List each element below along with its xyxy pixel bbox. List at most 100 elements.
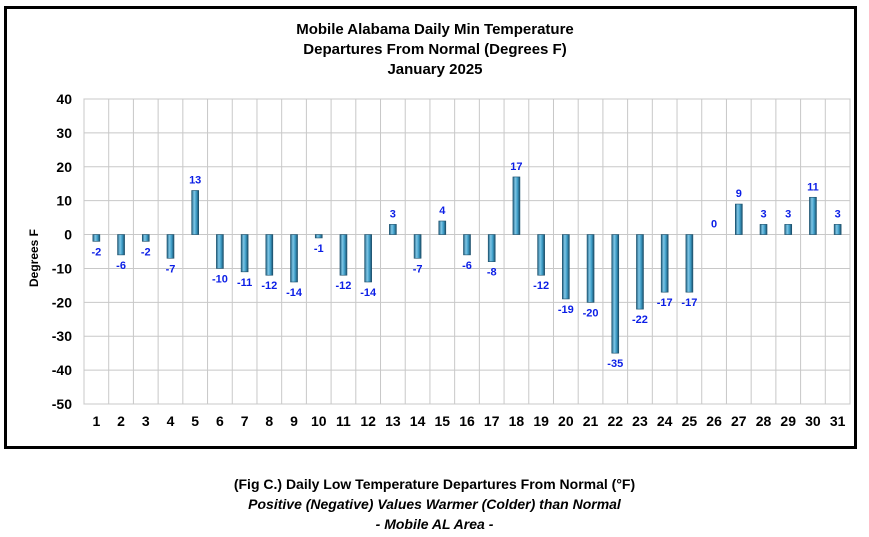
chart-title-line: Mobile Alabama Daily Min Temperature bbox=[296, 21, 574, 38]
data-label: -12 bbox=[335, 280, 351, 292]
bar bbox=[191, 190, 199, 235]
y-tick-label: 10 bbox=[56, 193, 72, 209]
data-label: -22 bbox=[632, 314, 648, 326]
bar bbox=[487, 234, 496, 262]
x-tick-label: 16 bbox=[459, 413, 475, 429]
figure-caption: (Fig C.) Daily Low Temperature Departure… bbox=[0, 474, 869, 534]
bar bbox=[290, 234, 298, 283]
x-tick-label: 6 bbox=[216, 413, 224, 429]
data-label: 0 bbox=[711, 219, 717, 231]
x-tick-label: 14 bbox=[410, 413, 426, 429]
bar bbox=[586, 234, 595, 303]
x-tick-label: 2 bbox=[117, 413, 125, 429]
data-label: 4 bbox=[439, 205, 446, 217]
bar bbox=[141, 234, 150, 242]
caption-line-1: (Fig C.) Daily Low Temperature Departure… bbox=[233, 476, 636, 492]
data-label: -8 bbox=[487, 267, 497, 279]
bar bbox=[512, 176, 521, 235]
bar bbox=[339, 234, 348, 276]
bar bbox=[438, 220, 447, 235]
bar bbox=[562, 234, 570, 300]
x-tick-label: 17 bbox=[484, 413, 500, 429]
bar bbox=[117, 234, 125, 256]
chart-title-line: January 2025 bbox=[387, 61, 482, 78]
x-tick-label: 9 bbox=[290, 413, 298, 429]
data-label: -7 bbox=[166, 263, 176, 275]
data-label: -17 bbox=[657, 297, 673, 309]
bar bbox=[216, 234, 224, 269]
bar bbox=[364, 234, 372, 283]
bar bbox=[685, 234, 694, 293]
bar bbox=[314, 234, 323, 239]
x-axis-ticks: 1 2 3 4 5 6 7 8 9 10 11 12 13 14 15 16 17 18 19 20 21 22 23 24 2… bbox=[92, 413, 845, 429]
x-tick-label: 12 bbox=[360, 413, 376, 429]
x-tick-label: 7 bbox=[241, 413, 249, 429]
bar bbox=[389, 224, 397, 235]
data-label: -6 bbox=[462, 260, 472, 272]
data-label: -19 bbox=[558, 304, 574, 316]
chart-title: Mobile Alabama Daily Min Temperature Dep… bbox=[296, 21, 574, 78]
data-labels: -2 -6 -2 -7 13 -10 -11 -12 -14 -1 -12 -14 3 -7 4 -6 -8 17… bbox=[91, 161, 840, 370]
data-label: -2 bbox=[91, 246, 101, 258]
data-label: -12 bbox=[533, 280, 549, 292]
bar bbox=[611, 234, 620, 354]
data-label: -35 bbox=[607, 358, 623, 370]
x-tick-label: 29 bbox=[780, 413, 796, 429]
data-label: -2 bbox=[141, 246, 151, 258]
chart-title-line: Departures From Normal (Degrees F) bbox=[303, 41, 566, 58]
bar bbox=[759, 224, 768, 235]
data-label: 9 bbox=[736, 188, 742, 200]
y-tick-label: 30 bbox=[56, 125, 72, 141]
data-label: 17 bbox=[510, 161, 522, 173]
bar bbox=[265, 234, 274, 276]
y-tick-label: -20 bbox=[52, 294, 72, 310]
x-tick-label: 5 bbox=[191, 413, 199, 429]
x-tick-label: 23 bbox=[632, 413, 648, 429]
bar bbox=[537, 234, 545, 276]
x-tick-label: 27 bbox=[731, 413, 747, 429]
data-label: 3 bbox=[785, 208, 791, 220]
bar bbox=[735, 203, 743, 235]
x-tick-label: 30 bbox=[805, 413, 821, 429]
y-tick-label: 20 bbox=[56, 159, 72, 175]
data-label: 11 bbox=[807, 181, 819, 193]
chart-frame: Mobile Alabama Daily Min Temperature Dep… bbox=[4, 6, 857, 449]
data-label: -7 bbox=[413, 263, 423, 275]
x-tick-label: 4 bbox=[167, 413, 175, 429]
x-tick-label: 19 bbox=[533, 413, 549, 429]
y-tick-label: 0 bbox=[64, 227, 72, 243]
data-label: -14 bbox=[360, 287, 377, 299]
gridlines bbox=[83, 98, 851, 405]
data-label: -11 bbox=[237, 277, 252, 289]
data-label: -6 bbox=[116, 260, 126, 272]
data-label: 3 bbox=[835, 208, 841, 220]
x-tick-label: 18 bbox=[509, 413, 525, 429]
data-label: -20 bbox=[583, 307, 599, 319]
data-label: -12 bbox=[261, 280, 277, 292]
x-tick-label: 24 bbox=[657, 413, 673, 429]
x-tick-label: 22 bbox=[607, 413, 623, 429]
x-tick-label: 26 bbox=[706, 413, 722, 429]
data-label: -14 bbox=[286, 287, 303, 299]
bar bbox=[784, 224, 793, 235]
x-tick-label: 8 bbox=[265, 413, 273, 429]
x-tick-label: 28 bbox=[756, 413, 772, 429]
y-tick-label: -30 bbox=[52, 328, 72, 344]
x-tick-label: 20 bbox=[558, 413, 574, 429]
y-axis-label: Degrees F bbox=[27, 229, 41, 287]
bar bbox=[833, 224, 842, 235]
bar bbox=[809, 196, 817, 235]
data-label: 3 bbox=[760, 208, 766, 220]
data-label: 13 bbox=[189, 175, 201, 187]
x-tick-label: 15 bbox=[435, 413, 451, 429]
bar bbox=[166, 234, 175, 259]
data-label: 3 bbox=[390, 208, 396, 220]
chart-svg: Mobile Alabama Daily Min Temperature Dep… bbox=[27, 21, 851, 429]
data-label: -1 bbox=[314, 243, 324, 255]
y-tick-label: -40 bbox=[52, 362, 72, 378]
bar bbox=[660, 234, 669, 293]
data-label: -10 bbox=[212, 273, 228, 285]
bar bbox=[240, 234, 249, 273]
bar bbox=[413, 234, 422, 259]
x-tick-label: 1 bbox=[92, 413, 100, 429]
